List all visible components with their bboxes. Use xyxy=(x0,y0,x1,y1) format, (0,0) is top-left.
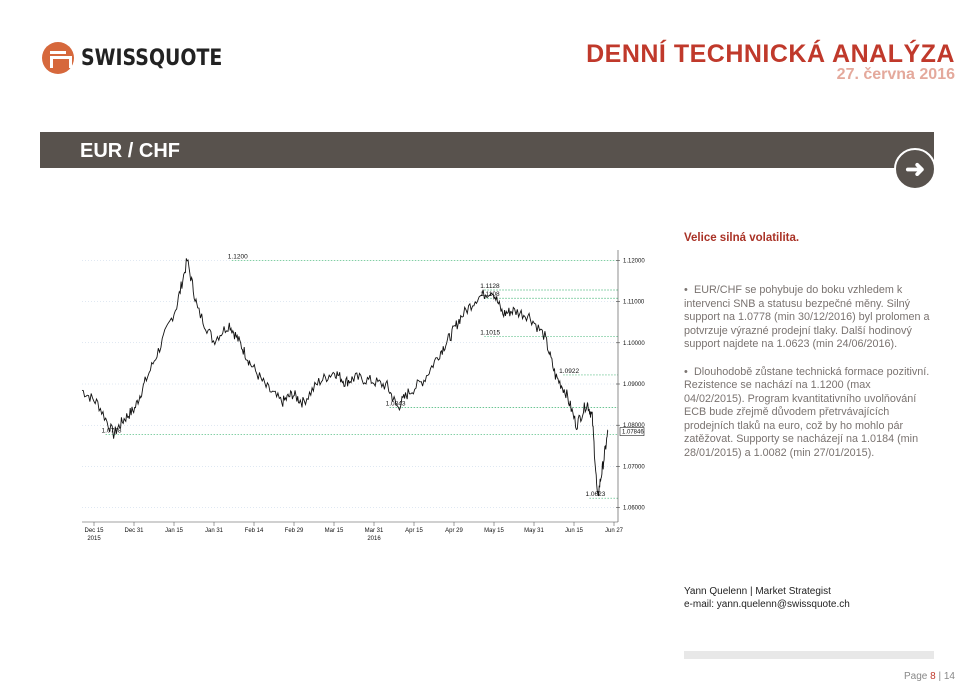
x-tick-label: Dec 15 xyxy=(84,528,104,534)
x-tick-label: Jun 15 xyxy=(565,528,584,534)
bullet-text: Dlouhodobě zůstane technická formace poz… xyxy=(684,365,930,459)
x-year-label: 2016 xyxy=(367,536,381,542)
bullet-item: • Dlouhodobě zůstane technická formace p… xyxy=(684,366,934,461)
level-label: 1.1200 xyxy=(228,253,248,260)
bullet-dot: • xyxy=(684,284,688,296)
y-tick-label: 1.10000 xyxy=(623,341,645,347)
arrow-right-icon: ➜ xyxy=(904,155,926,183)
bullet-dot: • xyxy=(684,365,688,378)
footer-rule xyxy=(684,651,934,659)
y-tick-label: 1.12000 xyxy=(623,258,645,264)
document-title: DENNÍ TECHNICKÁ ANALÝZA xyxy=(586,40,955,68)
x-tick-label: Feb 14 xyxy=(245,528,264,534)
level-label: 1.0922 xyxy=(559,368,579,375)
document-date: 27. června 2016 xyxy=(836,66,955,83)
swissquote-logo: SWISSQUOTE xyxy=(42,42,245,74)
x-tick-label: Mar 31 xyxy=(365,528,384,534)
bullet-item: • EUR/CHF se pohybuje do boku vzhledem k… xyxy=(684,284,934,352)
x-year-label: 2015 xyxy=(87,536,101,542)
swissquote-logo-icon xyxy=(42,42,74,74)
x-tick-label: Apr 29 xyxy=(445,528,463,534)
bullet-text: EUR/CHF se pohybuje do boku vzhledem k i… xyxy=(684,284,930,350)
author-email[interactable]: e-mail: yann.quelenn@swissquote.ch xyxy=(684,599,850,610)
page-label: Page xyxy=(904,671,928,682)
x-tick-label: Jan 15 xyxy=(165,528,184,534)
price-series-line xyxy=(81,258,609,497)
y-tick-label: 1.11000 xyxy=(623,300,645,306)
page-current: 8 xyxy=(930,671,936,682)
current-price-box xyxy=(619,427,645,436)
analysis-bullets: • EUR/CHF se pohybuje do boku vzhledem k… xyxy=(684,284,934,474)
x-tick-label: Jun 27 xyxy=(605,528,624,534)
x-tick-label: May 31 xyxy=(524,528,544,534)
x-tick-label: Feb 29 xyxy=(285,528,304,534)
page-separator: | xyxy=(938,671,942,682)
page-number: Page 8 | 14 xyxy=(904,671,955,682)
x-tick-label: Mar 15 xyxy=(325,528,344,534)
current-price-label: 1.07846 xyxy=(622,430,644,436)
author-name: Yann Quelenn | Market Strategist xyxy=(684,586,831,597)
level-label: 1.1015 xyxy=(480,330,500,337)
y-tick-label: 1.07000 xyxy=(623,464,645,470)
page-total: 14 xyxy=(943,671,955,682)
level-label: 1.0623 xyxy=(585,491,605,498)
section-title: EUR / CHF xyxy=(80,140,180,162)
logo-text: SWISSQUOTE xyxy=(81,45,223,71)
x-tick-label: Jan 31 xyxy=(205,528,224,534)
level-label: 1.1128 xyxy=(480,283,500,290)
y-tick-label: 1.09000 xyxy=(623,382,645,388)
next-arrow-button[interactable]: ➜ xyxy=(894,148,936,190)
x-tick-label: Dec 31 xyxy=(124,528,144,534)
level-label: 1.0778 xyxy=(102,427,122,434)
y-tick-label: 1.06000 xyxy=(623,506,645,512)
x-tick-label: May 15 xyxy=(484,528,504,534)
y-tick-label: 1.08000 xyxy=(623,423,645,429)
section-title-bar: EUR / CHF xyxy=(40,132,934,168)
x-tick-label: Apr 15 xyxy=(405,528,423,534)
author-block: Yann Quelenn | Market Strategist e-mail:… xyxy=(684,585,850,611)
section-subheading: Velice silná volatilita. xyxy=(684,232,800,244)
